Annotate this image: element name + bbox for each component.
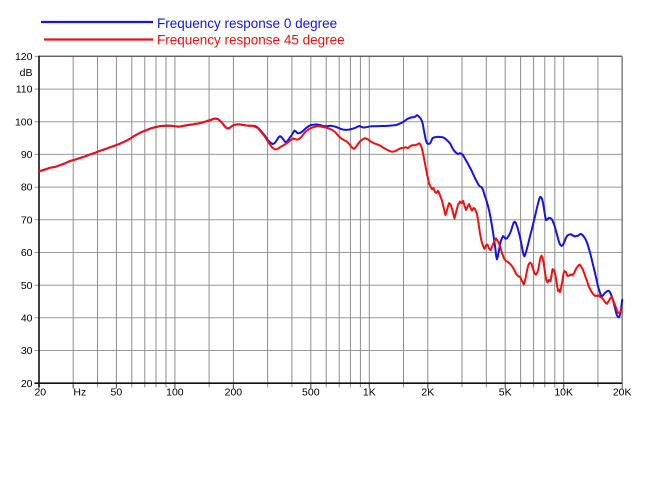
svg-text:10K: 10K [554,386,573,398]
svg-text:Hz: Hz [73,386,86,398]
svg-text:60: 60 [21,247,33,259]
svg-text:500: 500 [302,386,320,398]
svg-text:80: 80 [21,182,33,194]
svg-text:70: 70 [21,214,33,226]
svg-text:200: 200 [225,386,243,398]
svg-text:dB: dB [20,67,33,79]
svg-text:110: 110 [16,84,33,96]
svg-text:100: 100 [166,386,184,398]
svg-text:120: 120 [15,51,33,63]
svg-text:30: 30 [21,345,33,357]
svg-text:50: 50 [21,280,33,292]
svg-text:20: 20 [34,386,46,398]
svg-text:2K: 2K [421,386,434,398]
svg-text:Frequency response 45 degree: Frequency response 45 degree [157,33,345,48]
svg-text:20: 20 [21,378,33,390]
svg-text:50: 50 [111,386,123,398]
svg-text:40: 40 [21,312,33,324]
svg-text:5K: 5K [499,386,512,398]
svg-text:100: 100 [15,116,33,128]
svg-text:20K: 20K [613,386,632,398]
svg-text:1K: 1K [363,386,376,398]
svg-text:Frequency response 0 degree: Frequency response 0 degree [157,16,337,31]
svg-text:90: 90 [21,149,33,161]
